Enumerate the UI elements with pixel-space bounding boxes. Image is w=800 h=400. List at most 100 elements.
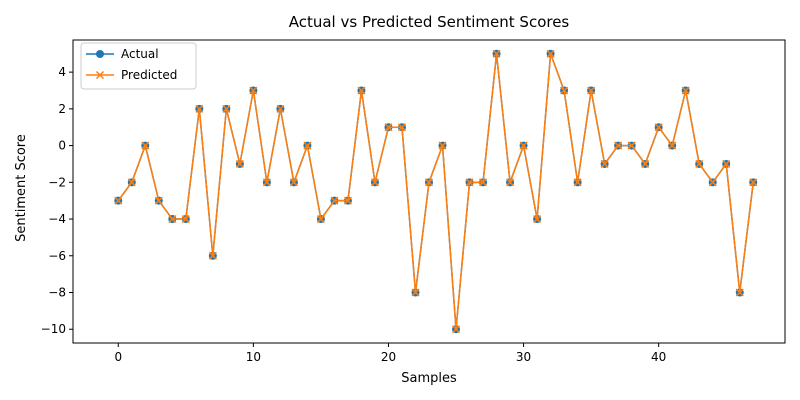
data-point-predicted	[587, 86, 596, 95]
marker-stroke	[465, 178, 474, 187]
marker-stroke	[668, 141, 677, 150]
marker-stroke	[181, 215, 190, 224]
data-point-predicted	[533, 215, 542, 224]
data-point-predicted	[343, 196, 352, 205]
data-point-predicted	[384, 123, 393, 132]
data-point-predicted	[492, 49, 501, 58]
data-point-predicted	[289, 178, 298, 187]
data-point-predicted	[127, 178, 136, 187]
x-tick-label: 0	[114, 350, 122, 364]
marker-stroke	[438, 141, 447, 150]
data-point-predicted	[370, 178, 379, 187]
data-point-predicted	[573, 178, 582, 187]
marker-stroke	[708, 178, 717, 187]
marker-stroke	[289, 178, 298, 187]
data-point-predicted	[451, 325, 461, 334]
marker-stroke	[357, 86, 366, 95]
marker-stroke	[141, 141, 150, 150]
y-tick-label: −2	[48, 175, 66, 189]
data-point-predicted	[600, 159, 609, 168]
data-point-predicted	[276, 104, 285, 113]
marker-stroke	[154, 196, 163, 205]
data-point-predicted	[479, 178, 488, 187]
marker-stroke	[127, 178, 136, 187]
marker-stroke	[722, 159, 731, 168]
marker-stroke	[546, 49, 555, 58]
marker-stroke	[479, 178, 488, 187]
marker-stroke	[587, 86, 596, 95]
x-axis-label: Samples	[401, 371, 457, 386]
y-tick-label: 0	[58, 139, 66, 153]
data-point-predicted	[154, 196, 163, 205]
marker-stroke	[735, 288, 744, 297]
marker-stroke	[695, 159, 704, 168]
data-point-predicted	[235, 159, 244, 168]
marker-stroke	[506, 178, 515, 187]
data-point-predicted	[722, 159, 731, 168]
data-point-predicted	[735, 288, 744, 297]
marker-stroke	[343, 196, 352, 205]
marker-stroke	[303, 141, 312, 150]
data-point-predicted	[506, 178, 515, 187]
x-tick-label: 20	[381, 350, 396, 364]
marker-stroke	[411, 288, 420, 297]
legend-label: Predicted	[121, 68, 177, 82]
marker-stroke	[370, 178, 379, 187]
x-tick-label: 10	[246, 350, 261, 364]
marker-stroke	[451, 325, 461, 334]
data-point-predicted	[627, 141, 636, 150]
marker-stroke	[114, 196, 123, 205]
data-point-predicted	[141, 141, 150, 150]
data-point-predicted	[411, 288, 420, 297]
data-point-predicted	[262, 178, 271, 187]
data-point-predicted	[168, 215, 177, 224]
marker-stroke	[397, 123, 407, 132]
marker-stroke	[533, 215, 542, 224]
data-point-predicted	[181, 215, 190, 224]
data-point-predicted	[546, 49, 555, 58]
data-point-predicted	[357, 86, 366, 95]
marker-stroke	[749, 178, 758, 187]
y-tick-label: −10	[41, 322, 66, 336]
y-tick-label: −4	[48, 212, 66, 226]
data-point-predicted	[195, 104, 204, 113]
marker-stroke	[330, 196, 339, 205]
marker-stroke	[654, 123, 663, 132]
data-point-predicted	[397, 123, 407, 132]
marker-stroke	[168, 215, 177, 224]
y-tick-label: −6	[48, 249, 66, 263]
marker-stroke	[195, 104, 204, 113]
marker-stroke	[560, 86, 569, 95]
data-point-predicted	[316, 215, 325, 224]
series-actual	[114, 49, 758, 334]
marker-stroke	[208, 251, 217, 260]
marker-stroke	[222, 104, 231, 113]
legend-marker	[96, 50, 104, 58]
series-line-predicted	[117, 53, 754, 330]
marker-stroke	[492, 49, 501, 58]
data-point-predicted	[654, 123, 663, 132]
series-line-actual	[117, 53, 754, 330]
data-point-predicted	[641, 159, 650, 168]
data-point-predicted	[708, 178, 717, 187]
data-point-predicted	[681, 86, 690, 95]
legend-item: Actual	[86, 47, 159, 61]
data-point-predicted	[668, 141, 677, 150]
data-point-predicted	[438, 141, 447, 150]
plot-area: 0 10 20 30 40 −10 −8 −6 −4 −2 0 2 4	[41, 39, 786, 364]
axes-frame	[72, 39, 786, 344]
data-point-predicted	[519, 141, 528, 150]
marker-stroke	[681, 86, 690, 95]
marker-stroke	[276, 104, 285, 113]
data-point-predicted	[749, 178, 758, 187]
data-point-predicted	[330, 196, 339, 205]
marker-stroke	[235, 159, 244, 168]
data-point-predicted	[560, 86, 569, 95]
data-point-predicted	[424, 178, 434, 187]
data-point-predicted	[249, 86, 258, 95]
marker-stroke	[519, 141, 528, 150]
data-point-predicted	[465, 178, 474, 187]
data-point-predicted	[614, 141, 623, 150]
data-point-predicted	[303, 141, 312, 150]
